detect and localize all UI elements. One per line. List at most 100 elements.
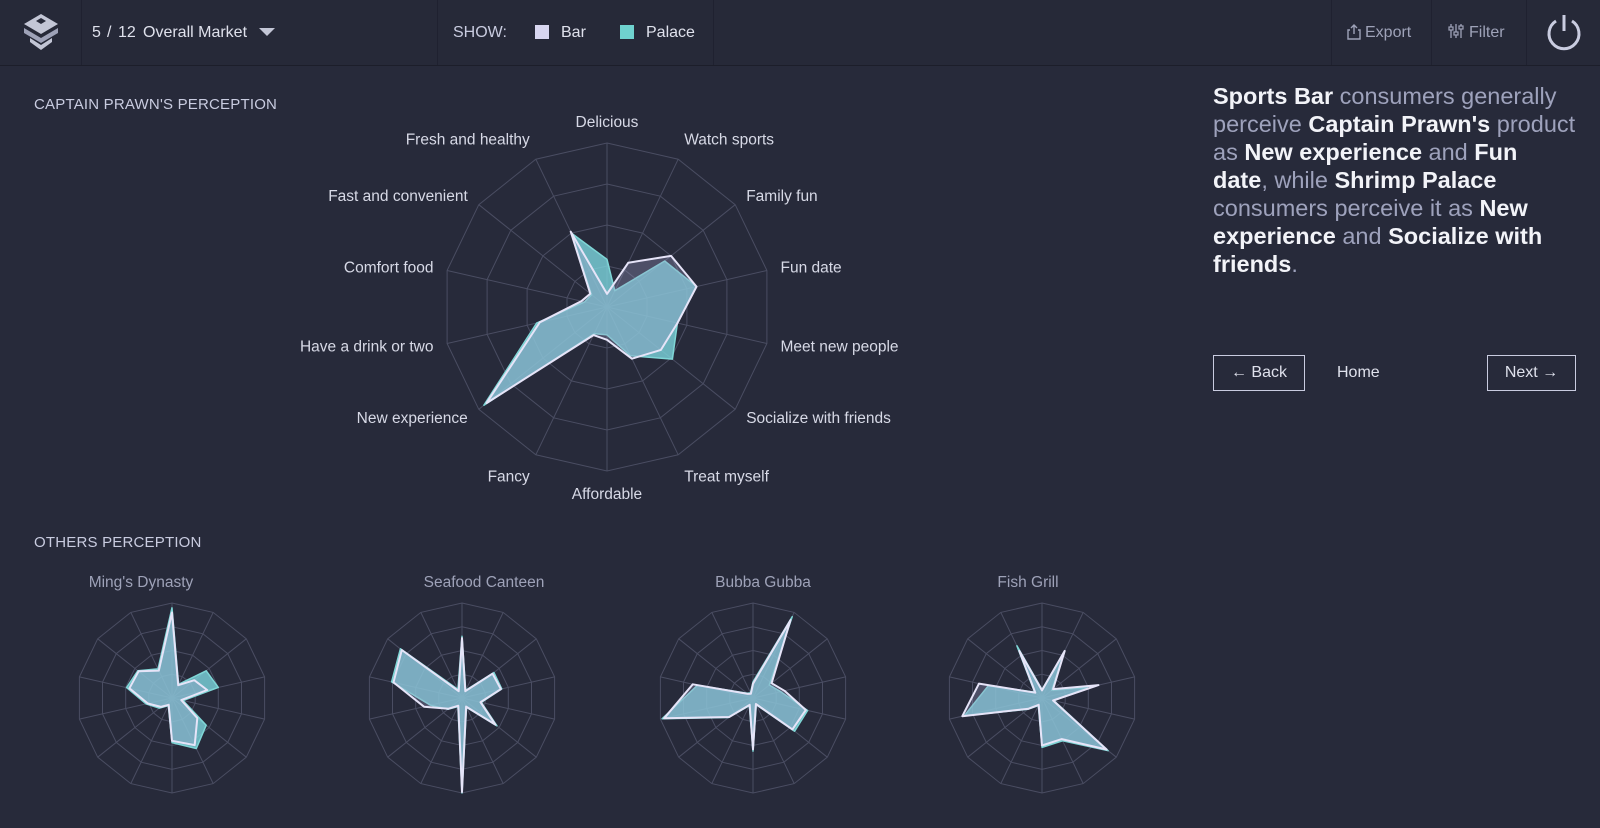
- mini-radar-3-axis-spoke: [752, 697, 828, 758]
- logo-icon[interactable]: [18, 12, 64, 52]
- mini-radar-3-axis-spoke: [660, 697, 754, 720]
- main-radar-axis-label: Fresh and healthy: [406, 132, 530, 149]
- mini-radar-1-axis-spoke: [171, 638, 247, 699]
- mini-radar-2-grid-ring: [368, 602, 556, 794]
- insight-segment: consumers perceive it as: [1213, 195, 1480, 221]
- mini-radar-2-axis-spoke: [461, 638, 537, 699]
- mini-radar-1-series-bar: [128, 611, 209, 747]
- legend-swatch-bar: [535, 25, 549, 39]
- mini-radar-1-grid-ring: [102, 626, 242, 770]
- main-radar-axis-label: Have a drink or two: [300, 339, 434, 356]
- mini-radar-2-grid-ring: [392, 626, 532, 770]
- chevron-down-icon[interactable]: [259, 28, 275, 38]
- next-button[interactable]: Next →: [1487, 355, 1576, 391]
- home-link[interactable]: Home: [1337, 364, 1380, 381]
- main-chart-title: CAPTAIN PRAWN'S PERCEPTION: [34, 96, 278, 113]
- market-label: Overall Market: [143, 24, 248, 41]
- mini-radar-1-axis-spoke: [79, 676, 173, 699]
- mini-radar-4-series-palace: [963, 645, 1109, 752]
- insight-highlight: New experience: [1213, 195, 1528, 249]
- page-total: 12: [118, 24, 136, 41]
- main-radar-axis-label: New experience: [357, 410, 468, 427]
- back-button[interactable]: ← Back: [1213, 355, 1305, 391]
- mini-radar-1-axis-spoke: [171, 697, 247, 758]
- main-radar-axis-label: Socialize with friends: [746, 410, 891, 427]
- mini-radar-3-series-bar: [663, 619, 807, 751]
- mini-radar-3-grid-ring: [729, 673, 777, 723]
- mini-radar-1-grid-ring: [125, 649, 219, 747]
- mini-radar-3-axis-spoke: [752, 697, 795, 784]
- power-icon: [1547, 15, 1581, 51]
- mini-radar-2-axis-spoke: [461, 612, 504, 699]
- mini-radar-4-axis-spoke: [1000, 612, 1043, 699]
- mini-radar-2-axis-spoke: [461, 697, 537, 758]
- mini-radar-3-axis-spoke: [711, 697, 754, 784]
- mini-radar-4-axis-spoke: [1041, 676, 1135, 699]
- insight-highlight: Shrimp Palace: [1334, 167, 1497, 193]
- insight-highlight: Sports Bar: [1213, 83, 1334, 109]
- power-button[interactable]: [1527, 0, 1600, 65]
- mini-radar-4-axis-spoke: [949, 697, 1043, 720]
- mini-radar-4-axis-spoke: [967, 697, 1043, 758]
- top-bar: 5 / 12 Overall Market SHOW: Bar Palace E…: [0, 0, 1600, 66]
- insight-highlight: Socialize with friends: [1213, 223, 1543, 277]
- mini-radar-1-series-palace: [125, 607, 220, 750]
- mini-radar-4-grid-ring: [995, 649, 1089, 747]
- filter-button[interactable]: Filter: [1432, 0, 1527, 65]
- mini-radar-2-axis-spoke: [461, 697, 555, 720]
- main-radar-axis-spoke: [606, 158, 679, 308]
- mini-radar-3-axis-spoke: [678, 697, 754, 758]
- logo-section: [0, 0, 82, 65]
- market-selector[interactable]: 5 / 12 Overall Market: [82, 0, 438, 65]
- mini-radar-4-axis-spoke: [967, 638, 1043, 699]
- mini-radar-4-axis-spoke: [1041, 697, 1084, 784]
- mini-radar-1-axis-spoke: [97, 638, 173, 699]
- mini-radar-3-axis-spoke: [752, 638, 828, 699]
- mini-radar-1-axis-spoke: [171, 612, 214, 699]
- mini-radar-1-axis-spoke: [130, 612, 173, 699]
- mini-radar-4-axis-spoke: [1041, 638, 1117, 699]
- mini-radar-3-axis-spoke: [752, 676, 846, 699]
- filter-label: Filter: [1469, 24, 1505, 41]
- mini-radar-1-axis-spoke: [79, 697, 173, 720]
- filter-sliders-icon: [1448, 24, 1464, 38]
- export-button[interactable]: Export: [1331, 0, 1432, 65]
- mini-radar-2-grid-ring: [415, 649, 509, 747]
- mini-radar-2-series-palace: [390, 635, 503, 794]
- insight-segment: , while: [1261, 167, 1335, 193]
- small-chart-title-seafood-canteen: Seafood Canteen: [423, 574, 545, 591]
- mini-radar-2-series-bar: [392, 637, 502, 793]
- mini-radar-1-axis-spoke: [97, 697, 173, 758]
- main-radar-axis-label: Fancy: [488, 468, 530, 485]
- mini-radar-2-axis-spoke: [369, 676, 463, 699]
- mini-radar-4-axis-spoke: [1000, 697, 1043, 784]
- show-label: SHOW:: [453, 24, 507, 41]
- insight-text: Sports Bar consumers generally perceive …: [1213, 82, 1578, 278]
- insight-segment: consumers generally perceive: [1213, 83, 1557, 137]
- legend-label-palace: Palace: [646, 24, 695, 41]
- mini-radar-1-axis-spoke: [171, 697, 214, 784]
- mini-radar-1-axis-spoke: [130, 697, 173, 784]
- insight-highlight: Fun date: [1213, 139, 1518, 193]
- main-radar-chart: Delicious Watch sports Family fun Fun date M…: [300, 114, 899, 503]
- main-radar-axis-label: Watch sports: [684, 132, 774, 149]
- mini-radar-4-axis-spoke: [1041, 697, 1117, 758]
- main-radar-series-bar: [485, 230, 698, 405]
- mini-radar-3-grid-ring: [683, 626, 823, 770]
- main-radar-axis-spoke: [478, 204, 608, 308]
- mini-radar-4-axis-spoke: [949, 676, 1043, 699]
- mini-radar-1-axis-spoke: [171, 676, 265, 699]
- mini-radar-2-axis-spoke: [369, 697, 463, 720]
- mini-radar-3-axis-spoke: [660, 676, 754, 699]
- main-radar-axis-label: Meet new people: [781, 339, 899, 356]
- mini-radar-2-axis-spoke: [420, 697, 463, 784]
- insight-segment: and: [1335, 223, 1389, 249]
- legend-section: SHOW: Bar Palace: [438, 0, 714, 65]
- mini-radar-2-axis-spoke: [387, 697, 463, 758]
- insight-segment: product as: [1213, 111, 1576, 165]
- mini-radar-2-grid-ring: [438, 673, 486, 723]
- insight-highlight: Captain Prawn's: [1308, 111, 1491, 137]
- others-title: OTHERS PERCEPTION: [34, 534, 202, 551]
- legend-swatch-palace: [620, 25, 634, 39]
- page-separator: /: [107, 24, 112, 41]
